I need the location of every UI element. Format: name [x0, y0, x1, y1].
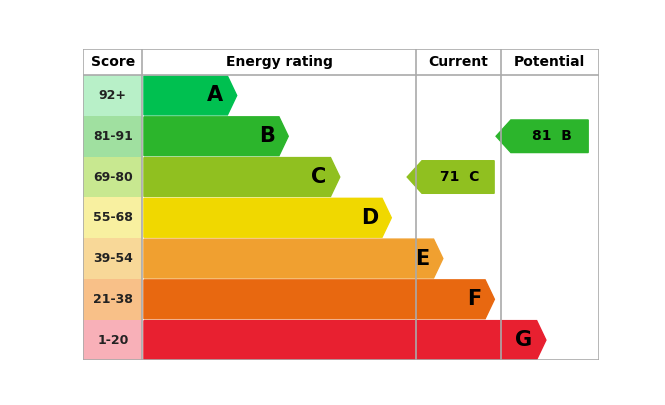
Text: Score: Score [90, 55, 135, 69]
Text: 81  B: 81 B [531, 129, 571, 143]
Bar [83, 75, 142, 116]
Polygon shape [496, 120, 589, 153]
Text: 55-68: 55-68 [93, 211, 133, 224]
Text: D: D [360, 208, 378, 228]
Text: F: F [467, 289, 481, 309]
Polygon shape [407, 161, 494, 193]
Bar [83, 238, 142, 279]
Polygon shape [144, 239, 443, 278]
Polygon shape [144, 117, 288, 156]
Bar [83, 279, 142, 320]
Text: 71  C: 71 C [440, 170, 479, 184]
Text: Energy rating: Energy rating [225, 55, 332, 69]
Text: A: A [207, 85, 223, 105]
Text: E: E [415, 249, 430, 269]
Text: Current: Current [428, 55, 488, 69]
Polygon shape [144, 321, 546, 360]
Bar [83, 197, 142, 238]
Bar [83, 157, 142, 197]
Text: C: C [311, 167, 327, 187]
Text: G: G [515, 330, 533, 350]
Text: 69-80: 69-80 [93, 171, 132, 183]
Text: 21-38: 21-38 [93, 293, 133, 306]
Polygon shape [144, 198, 391, 237]
Text: 1-20: 1-20 [97, 334, 128, 347]
Polygon shape [144, 76, 237, 115]
Text: 39-54: 39-54 [93, 252, 133, 265]
Text: Potential: Potential [514, 55, 585, 69]
Polygon shape [144, 158, 340, 196]
Polygon shape [144, 280, 494, 319]
Text: 81-91: 81-91 [93, 130, 133, 143]
Bar [83, 320, 142, 360]
Text: B: B [259, 126, 275, 146]
Text: 92+: 92+ [99, 89, 127, 102]
Bar [83, 116, 142, 157]
